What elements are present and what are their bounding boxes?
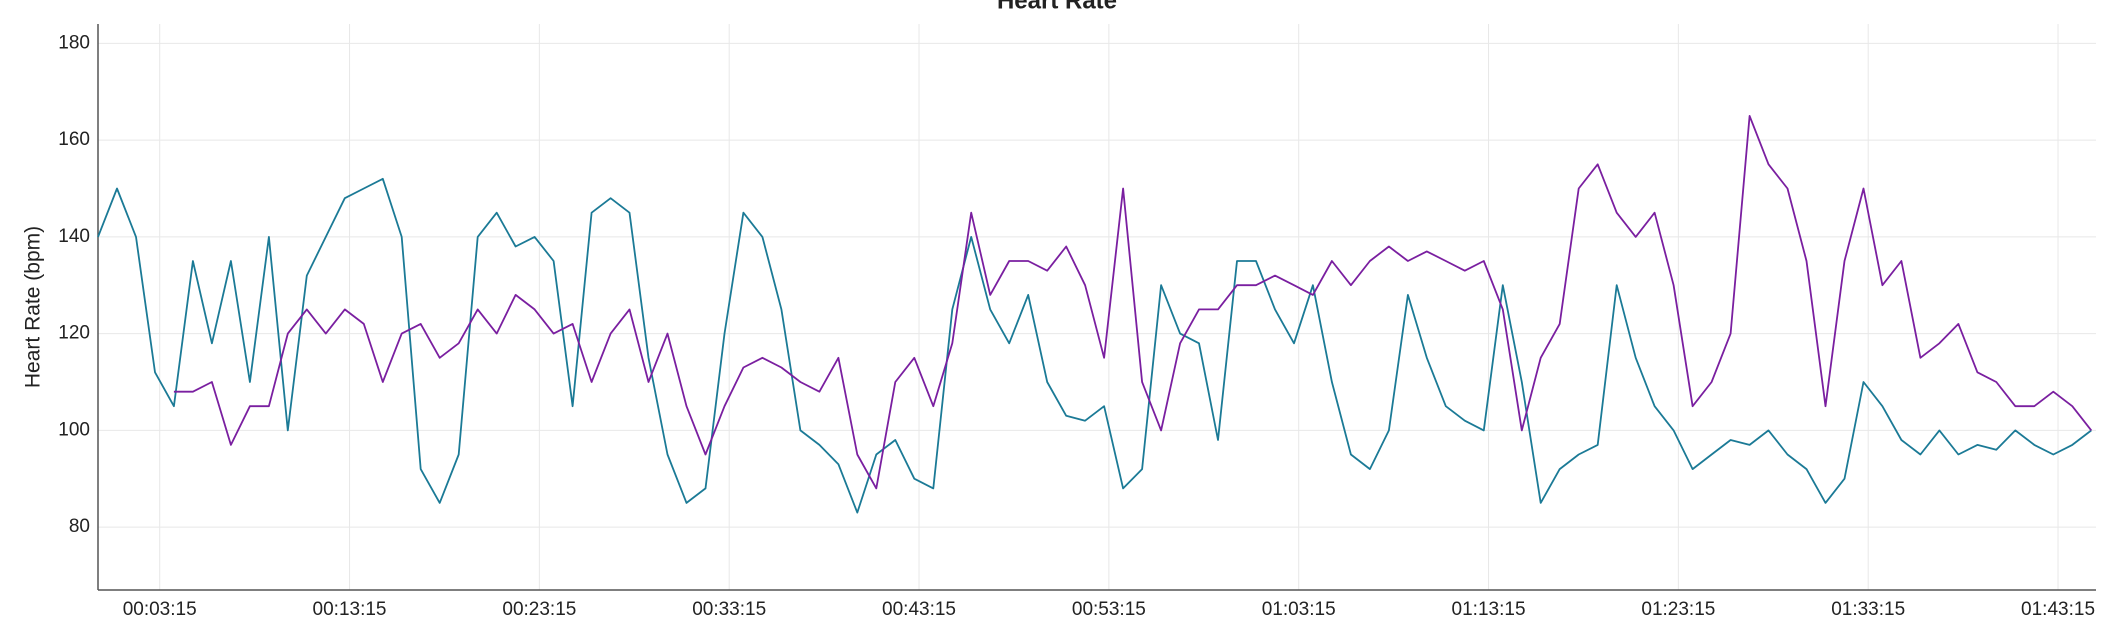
x-tick-label: 01:23:15 — [1641, 599, 1715, 620]
y-tick-label: 180 — [58, 32, 90, 53]
y-tick-label: 120 — [58, 323, 90, 344]
x-tick-label: 00:13:15 — [313, 599, 387, 620]
x-tick-label: 01:13:15 — [1452, 599, 1526, 620]
x-tick-label: 00:03:15 — [123, 599, 197, 620]
y-tick-label: 80 — [69, 516, 90, 537]
y-tick-label: 160 — [58, 129, 90, 150]
x-tick-label: 00:53:15 — [1072, 599, 1146, 620]
y-tick-label: 100 — [58, 419, 90, 440]
x-tick-label: 00:33:15 — [692, 599, 766, 620]
x-tick-label: 00:23:15 — [502, 599, 576, 620]
x-tick-label: 00:43:15 — [882, 599, 956, 620]
x-tick-label: 01:43:15 — [2021, 599, 2095, 620]
y-tick-label: 140 — [58, 226, 90, 247]
x-tick-label: 01:33:15 — [1831, 599, 1905, 620]
line-series — [173, 115, 2093, 490]
line-series — [97, 177, 2092, 514]
x-tick-label: 01:03:15 — [1262, 599, 1336, 620]
y-axis-label: Heart Rate (bpm) — [22, 226, 45, 388]
chart-title: Heart Rate — [997, 0, 1117, 14]
